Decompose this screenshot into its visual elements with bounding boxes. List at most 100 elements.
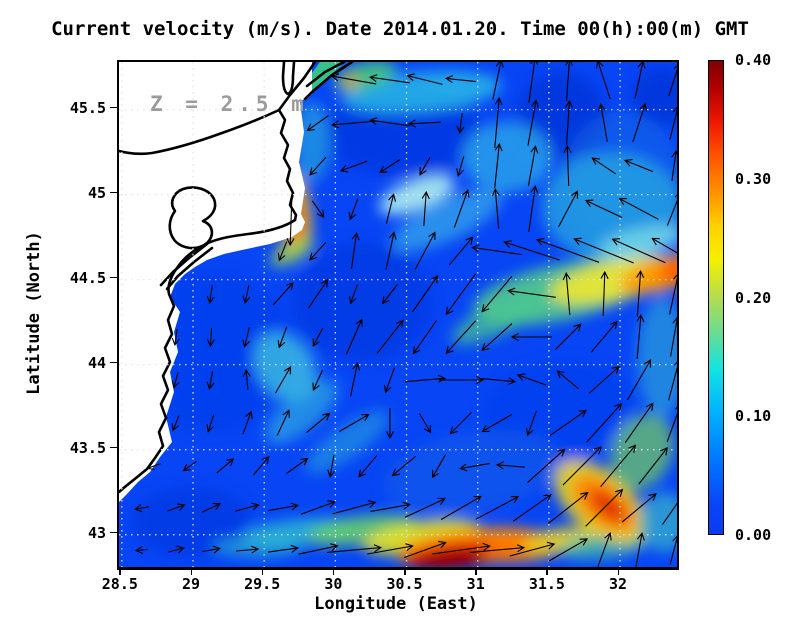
- y-tick-label: 44: [87, 353, 106, 372]
- current-arrow: [492, 62, 504, 100]
- current-arrow: [206, 285, 215, 305]
- current-arrow: [456, 113, 465, 135]
- current-arrow: [618, 198, 659, 220]
- current-arrow: [516, 373, 547, 386]
- current-arrow: [308, 278, 329, 309]
- current-arrow: [481, 414, 512, 433]
- current-arrow: [358, 454, 378, 478]
- current-arrow: [635, 532, 645, 567]
- current-arrow: [332, 500, 377, 515]
- current-arrow: [312, 327, 324, 347]
- current-arrow: [349, 362, 361, 397]
- current-arrow: [167, 503, 186, 512]
- current-arrow: [345, 318, 363, 355]
- heatmap-blob: [451, 289, 553, 345]
- x-tick-label: 31: [466, 575, 485, 593]
- current-arrow: [445, 273, 477, 316]
- current-arrow: [412, 320, 437, 355]
- current-arrow: [669, 106, 677, 140]
- heatmap-blob: [589, 489, 627, 523]
- colorbar-tick-label: 0.10: [735, 407, 772, 426]
- gridlines: [119, 62, 677, 567]
- heatmap-blob: [415, 550, 485, 567]
- current-arrow: [439, 376, 485, 384]
- current-arrow: [565, 62, 574, 101]
- heatmap-blob: [305, 410, 389, 474]
- current-arrow: [235, 502, 260, 512]
- current-arrow: [509, 541, 556, 557]
- coastline-inlet: [281, 62, 296, 96]
- current-arrow: [662, 502, 677, 525]
- current-arrow: [671, 149, 677, 181]
- current-arrow: [669, 535, 677, 565]
- current-arrow: [595, 62, 611, 100]
- heatmap-blob: [265, 379, 339, 445]
- coastline-lagoon: [168, 186, 217, 250]
- current-arrow: [404, 540, 447, 559]
- x-tick-label: 32: [609, 575, 628, 593]
- heatmap-blob: [462, 122, 552, 192]
- y-tick-mark: [110, 276, 117, 279]
- current-arrow: [588, 365, 620, 394]
- y-tick-mark: [110, 106, 117, 109]
- y-axis-title: Latitude (North): [24, 231, 44, 395]
- current-arrow: [611, 238, 666, 264]
- current-arrow: [547, 491, 589, 524]
- x-tick-mark: [546, 568, 548, 575]
- heatmap-blob: [132, 487, 252, 557]
- current-arrow: [330, 120, 376, 129]
- current-vector-arrows: [133, 62, 677, 567]
- current-arrow: [276, 409, 290, 436]
- current-arrow: [339, 160, 368, 173]
- current-arrow: [444, 75, 476, 84]
- current-arrow: [600, 444, 637, 488]
- current-arrow: [638, 446, 668, 485]
- current-arrow: [411, 275, 439, 313]
- current-arrow: [312, 369, 324, 392]
- current-arrow: [494, 142, 503, 188]
- current-arrow: [339, 413, 370, 432]
- current-arrow: [507, 287, 556, 298]
- current-arrow: [584, 199, 623, 218]
- current-arrow: [668, 361, 677, 401]
- current-arrow: [171, 329, 180, 347]
- current-arrow: [527, 99, 539, 146]
- x-tick-label: 30.5: [386, 575, 423, 593]
- current-arrow: [528, 185, 539, 232]
- x-tick-mark: [332, 568, 335, 575]
- current-arrow: [491, 187, 500, 229]
- x-tick-label: 28.5: [101, 575, 138, 593]
- current-arrow: [369, 117, 410, 127]
- current-arrow: [348, 284, 358, 305]
- x-tick-mark: [119, 568, 121, 575]
- current-arrow: [309, 156, 327, 176]
- current-arrow: [386, 408, 394, 440]
- current-arrow: [300, 500, 337, 515]
- coastline-bay-arc: [119, 108, 281, 156]
- current-arrow: [624, 159, 654, 173]
- current-arrow: [286, 198, 295, 247]
- y-tick-label: 45.5: [69, 98, 106, 117]
- current-arrow: [385, 231, 397, 270]
- current-arrow: [306, 412, 331, 434]
- current-arrow: [168, 545, 185, 554]
- current-arrow: [562, 271, 571, 315]
- current-arrow: [404, 497, 446, 518]
- current-arrow: [201, 502, 222, 513]
- current-arrow: [369, 74, 410, 84]
- current-arrow: [391, 455, 416, 477]
- current-arrow: [549, 409, 587, 437]
- current-arrow: [306, 115, 329, 132]
- heatmap-blob: [632, 67, 677, 127]
- current-arrow: [370, 501, 411, 513]
- current-arrow: [448, 236, 474, 266]
- current-arrow: [134, 545, 149, 555]
- y-tick-mark: [110, 446, 117, 449]
- x-tick-mark: [475, 568, 477, 575]
- current-arrow: [481, 276, 513, 313]
- current-arrow: [252, 455, 270, 476]
- current-arrow: [669, 274, 677, 315]
- heatmap-blob: [253, 331, 317, 403]
- current-arrow: [562, 446, 602, 486]
